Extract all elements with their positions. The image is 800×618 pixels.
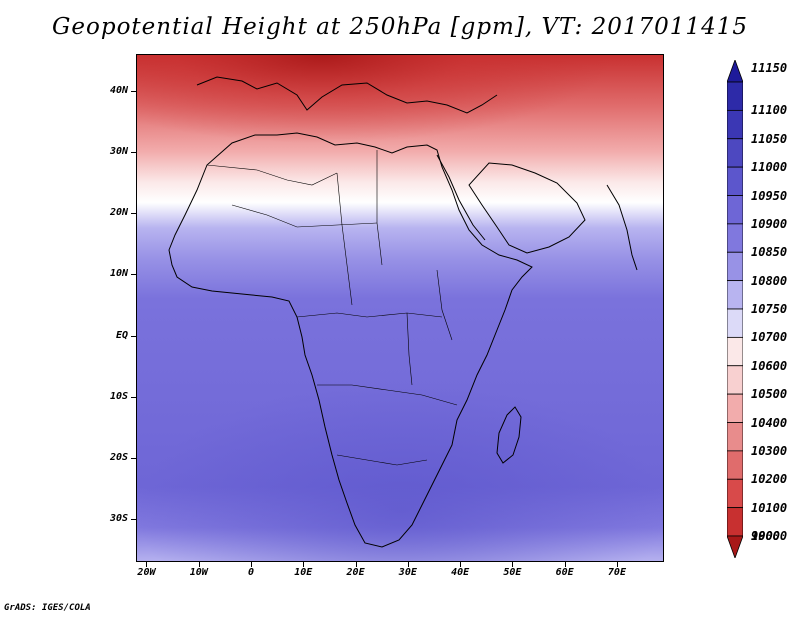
lat-tick-label: 30S [109,513,128,525]
colorbar-swatch [727,166,743,196]
lat-tick-label: 40N [109,84,128,96]
lon-tick-mark [512,562,514,567]
colorbar-level-label: 10500 [751,387,788,402]
colorbar-swatch [727,308,743,338]
lat-tick-mark [131,457,136,459]
colorbar-swatch [727,280,743,310]
border-line [317,384,458,406]
colorbar-swatch [727,478,743,509]
colorbar-level-label: 11000 [751,160,788,175]
colorbar-level-label: 10750 [751,302,788,316]
border-line [206,164,338,186]
colorbar-level-label: 10400 [751,415,788,430]
lat-tick-label: 10N [109,268,128,280]
coastlines [168,76,638,548]
colorbar-level-label: 10300 [751,443,788,458]
colorbar-level-label: 11100 [751,103,788,118]
lon-tick-mark [616,562,618,567]
africa-coastline [168,132,533,548]
lon-tick-mark [198,562,200,567]
lon-tick-label: 60E [555,567,574,578]
lon-tick-mark [407,562,409,567]
colorbar-swatch [727,251,743,282]
colorbar-swatch [727,507,743,537]
lat-tick-mark [131,396,136,398]
colorbar-swatch [727,365,743,395]
border-line [376,150,383,266]
red-sea-coastline [436,154,486,241]
colorbar-level-label: 10100 [751,500,788,515]
colorbar-level-label: 10000 [751,529,788,543]
colorbar-swatch [727,336,743,367]
lon-tick-mark [564,562,566,567]
colorbar-swatch [727,81,743,111]
arabia-coastline [468,162,586,254]
colorbar-level-label: 11150 [751,61,788,75]
credit-text: GrADS: IGES/COLA [4,603,91,613]
madagascar-coastline [496,406,522,464]
colorbar-level-label: 10950 [751,188,788,203]
lon-tick-label: 30E [398,567,417,578]
country-borders [206,150,458,466]
height-field-north-trough [137,55,663,215]
border-line [406,312,413,386]
colorbar-swatch [727,223,743,253]
lat-tick-mark [131,335,136,337]
colorbar-level-label: 9900 [751,529,780,543]
colorbar-level-label: 10900 [751,216,788,231]
colorbar-level-label: 11050 [751,131,788,146]
lat-tick-label: 10S [109,390,128,402]
colorbar-swatch [727,450,743,480]
lat-tick-label: EQ [115,329,128,341]
lon-tick-label: 0 [247,567,255,578]
colorbar-bottom-arrow [727,535,743,558]
lon-tick-label: 20E [346,567,365,578]
lon-tick-mark [355,562,357,567]
colorbar-swatch [727,109,743,140]
colorbar-level-label: 10800 [751,273,788,288]
lon-tick-label: 40E [451,567,470,578]
lat-tick-mark [131,151,136,153]
height-field-south-ridge [137,305,663,561]
colorbar-top-arrow [727,60,743,83]
border-line [336,454,428,466]
colorbar-level-label: 10200 [751,472,788,487]
map-frame [136,54,664,562]
map-canvas [137,55,663,561]
lon-tick-label: 70E [607,567,626,578]
lat-tick-mark [131,274,136,276]
chart-title: Geopotential Height at 250hPa [gpm], VT:… [52,14,748,40]
lon-tick-mark [460,562,462,567]
border-line [336,172,353,306]
lon-tick-mark [303,562,305,567]
colorbar-level-label: 10600 [751,358,788,373]
lat-tick-label: 20N [109,207,128,219]
colorbar [727,60,743,558]
colorbar-swatch [727,195,743,225]
border-line [436,269,453,341]
europe-coastline [196,76,498,114]
lon-tick-mark [146,562,148,567]
colorbar-level-label: 10850 [751,245,788,260]
lat-tick-label: 30N [109,145,128,157]
lat-tick-label: 20S [109,451,128,463]
lon-tick-label: 10E [294,567,313,578]
lat-tick-mark [131,90,136,92]
lat-tick-mark [131,519,136,521]
lon-tick-label: 50E [503,567,522,578]
border-line [231,204,378,228]
lon-tick-label: 10W [189,567,208,578]
lon-tick-mark [251,562,252,567]
border-line [296,312,443,318]
colorbar-swatch [727,393,743,423]
colorbar-swatch [727,422,743,452]
colorbar-level-label: 10700 [751,330,788,345]
india-coastline [606,184,638,271]
lat-tick-mark [131,213,136,215]
colorbar-swatch [727,138,743,168]
lon-tick-label: 20W [137,567,156,578]
